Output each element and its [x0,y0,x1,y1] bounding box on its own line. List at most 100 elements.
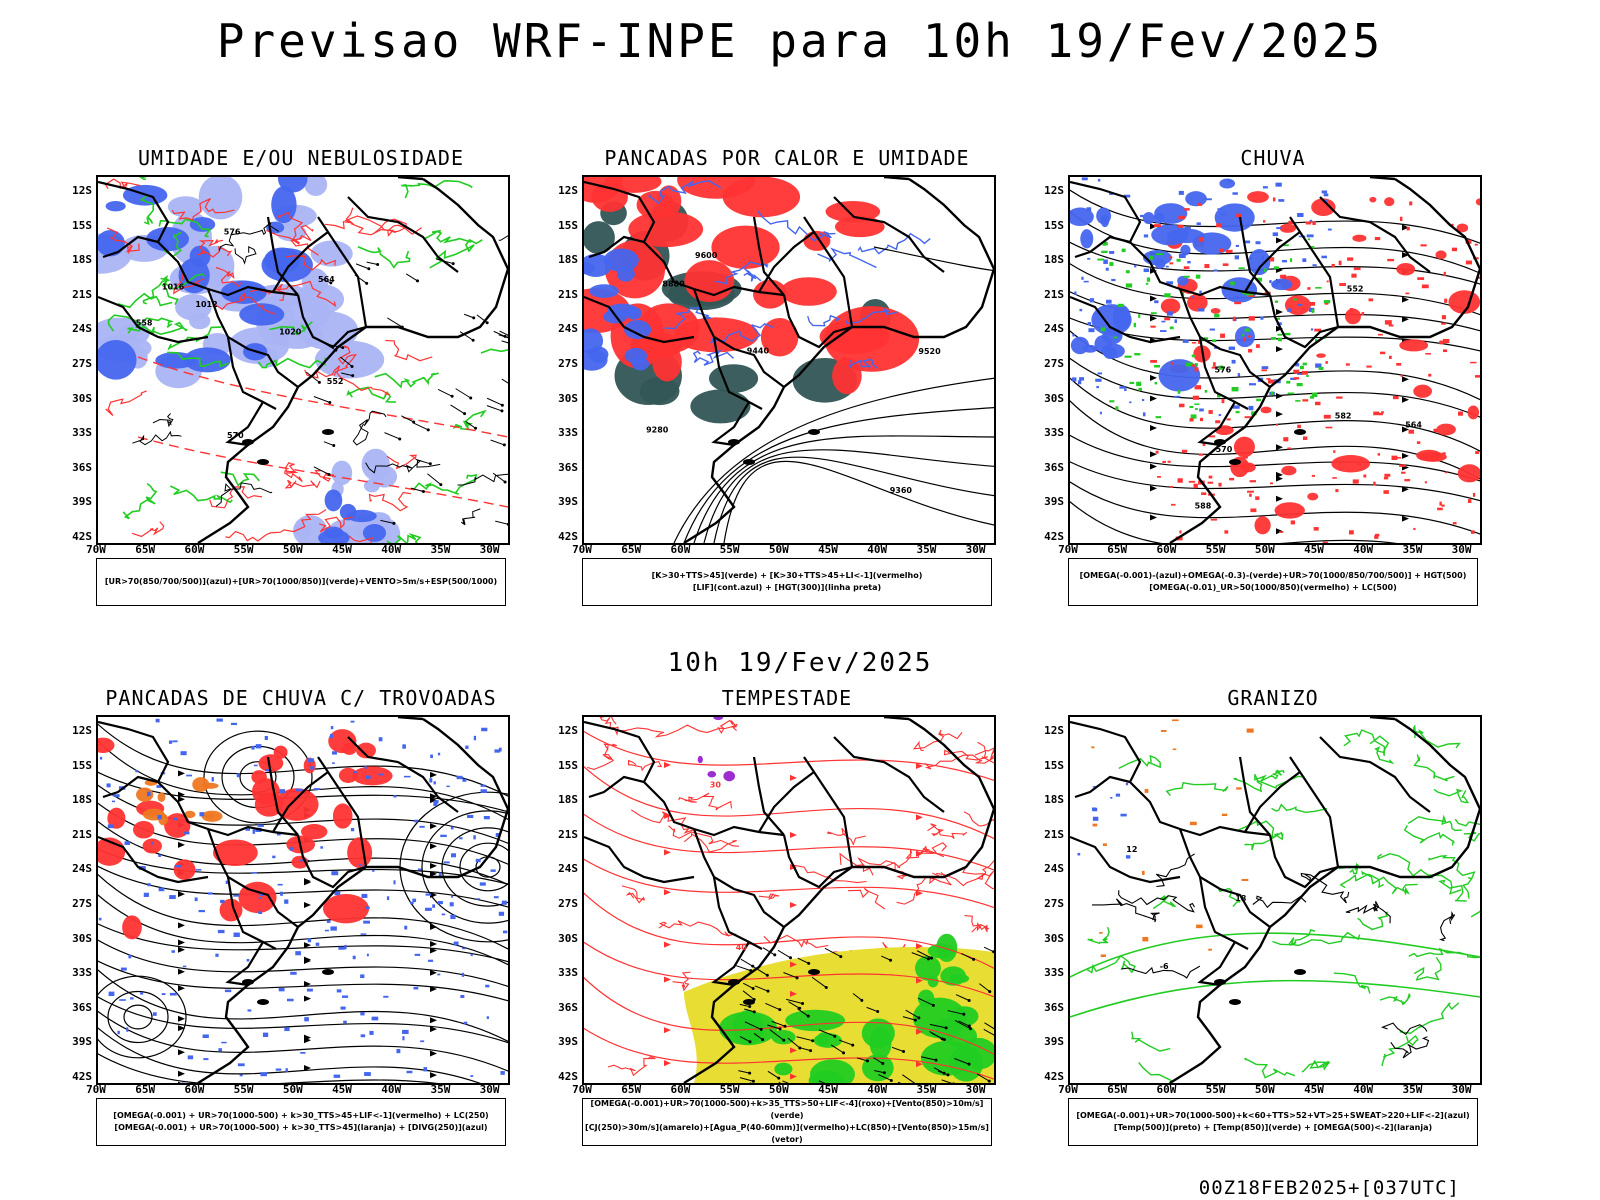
contour-label: 558 [136,319,153,328]
weather-map: 588 582 576 570 564 552 [1068,175,1482,545]
lon-tick-label: 50W [1254,543,1275,556]
lat-tick-label: 12S [1044,184,1064,197]
lat-tick-label: 12S [72,724,92,737]
contour-label: 30 [710,780,722,789]
legend-line: [K>30+TTS>45](verde) + [K>30+TTS>45+LI<-… [651,571,923,580]
contour-label: -6 [1160,962,1169,971]
wind-vectors-850 [734,946,994,1083]
lon-tick-label: 45W [818,1083,838,1096]
lat-tick-label: 39S [558,495,578,509]
lon-tick-label: 30W [1451,1083,1472,1096]
lat-tick-label: 21S [72,287,92,301]
lon-tick-label: 30W [479,543,500,556]
lon-tick-label: 45W [1304,543,1324,556]
legend-line: [OMEGA(-0.001)+UR>70(1000-500)+k<60+TTS>… [1076,1111,1470,1120]
panel-legend: [OMEGA(-0.001)-(azul)+OMEGA(-0.3)-(verde… [1068,558,1478,606]
lat-tick-label: 18S [558,793,578,807]
legend-line: [Temp(500)](preto) + [Temp(850)](verde) … [1113,1123,1433,1132]
lat-tick-label: 39S [1044,1035,1064,1049]
lc250-streamlines [98,723,508,1083]
storm-red [98,729,393,940]
legend-line: [UR>70(850/700/500)](azul)+[UR>70(1000/8… [104,577,498,586]
legend-line: [OMEGA(-0.01)_UR>50(1000/850)(vermelho) … [1149,583,1397,592]
lon-tick-label: 50W [1254,1083,1275,1096]
panel-title: UMIDADE E/OU NEBULOSIDADE [137,146,465,170]
contour-label: 552 [327,377,344,386]
lon-tick-label: 55W [1205,543,1226,556]
lon-tick-label: 70W [86,1083,106,1096]
panel-title: TEMPESTADE [721,686,853,710]
lat-tick-label: 15S [72,218,92,232]
lat-tick-label: 21S [558,287,578,301]
run-code: 00Z18FEB2025+[037UTC] [1198,1177,1460,1199]
lon-tick-label: 50W [768,1083,789,1096]
lat-tick-label: 39S [558,1035,578,1049]
lat-tick-label: 30S [558,391,578,405]
lon-tick-label: 45W [332,1083,352,1096]
low-center [98,975,187,1059]
rain-green-speckles [1097,238,1331,419]
lon-tick-label: 70W [572,543,592,556]
temp500-black-contours [1092,853,1456,1059]
lat-tick-label: 39S [72,1035,92,1049]
cyclone-center [399,791,508,943]
panel-legend: [K>30+TTS>45](verde) + [K>30+TTS>45+LI<-… [582,558,992,606]
lon-tick-label: 60W [1156,1083,1177,1096]
lon-tick-label: 60W [184,1083,205,1096]
lon-tick-label: 35W [1402,1083,1423,1096]
map-base [584,717,994,1083]
lon-tick-label: 30W [479,1083,500,1096]
lat-tick-label: 33S [72,426,92,440]
lat-tick-label: 21S [558,827,578,841]
lat-tick-label: 18S [1044,253,1064,267]
lon-tick-label: 50W [282,1083,303,1096]
legend-line: [OMEGA(-0.001)-(azul)+OMEGA(-0.3)-(verde… [1079,571,1467,580]
lon-tick-label: 40W [381,543,402,556]
panel-legend: [UR>70(850/700/500)](azul)+[UR>70(1000/8… [96,558,506,606]
lon-tick-label: 65W [135,543,156,556]
map-base [98,717,508,1083]
lon-tick-label: 55W [719,1083,740,1096]
panel-title: GRANIZO [1227,686,1319,710]
contour-label: 1016 [162,282,185,291]
lon-tick-label: 30W [1451,543,1472,556]
lat-tick-label: 24S [72,862,92,876]
contour-label: 9360 [890,486,913,495]
lon-tick-label: 60W [670,1083,691,1096]
legend-line: [OMEGA(-0.001) + UR>70(1000-500) + k>30_… [114,1123,488,1132]
lat-tick-label: 42S [1044,1070,1064,1083]
lat-tick-label: 21S [72,827,92,841]
lat-tick-label: 33S [558,426,578,440]
divg-blue-speckles [98,718,508,1083]
lat-tick-label: 27S [1044,897,1064,910]
contour-label: 1020 [279,327,302,336]
legend-line: [OMEGA(-0.001) + UR>70(1000-500) + k>30_… [113,1111,489,1120]
lon-tick-label: 65W [1107,1083,1128,1096]
panel-title: CHUVA [1240,146,1306,170]
legend-line: [LIF](cont.azul) + [HGT(300)](linha pret… [692,583,882,592]
lon-tick-label: 35W [430,1083,451,1096]
lon-tick-label: 50W [768,543,789,556]
lon-tick-label: 70W [1058,1083,1078,1096]
lat-tick-label: 33S [1044,426,1064,440]
lat-tick-label: 12S [558,724,578,737]
lon-tick-label: 45W [818,543,838,556]
weather-map: 1012 1016 1020 576 570 564 558 552 [96,175,510,545]
lon-tick-label: 45W [332,543,352,556]
lon-tick-label: 45W [1304,1083,1324,1096]
storm-orange [136,777,223,826]
lon-tick-label: 40W [1353,1083,1374,1096]
lat-tick-label: 30S [1044,391,1064,405]
contour-label: 9440 [747,346,770,355]
lat-tick-label: 18S [558,253,578,267]
lon-tick-label: 70W [1058,543,1078,556]
weather-map: 40 30 [582,715,996,1085]
map-base [584,177,994,543]
lat-tick-label: 39S [1044,495,1064,509]
lon-tick-label: 70W [572,1083,592,1096]
lat-tick-label: 36S [558,1000,578,1014]
temp850-green-contours [1085,724,1480,1083]
wind-green-east [914,933,979,1027]
rain-red-speckles [1150,197,1480,543]
lat-tick-label: 15S [558,218,578,232]
